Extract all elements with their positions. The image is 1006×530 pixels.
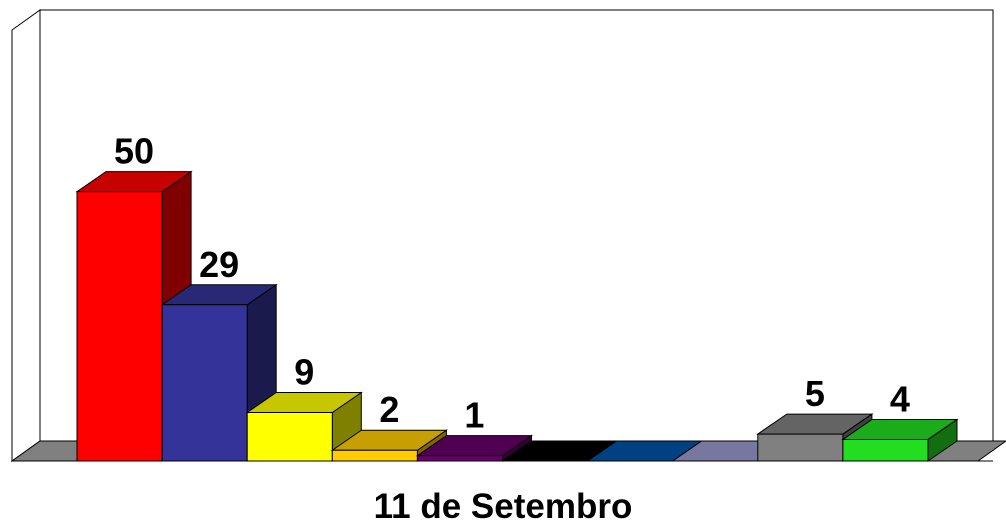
bar-front (416, 455, 503, 462)
data-label: 29 (199, 244, 239, 285)
bar (841, 418, 959, 462)
data-label: 5 (805, 373, 825, 414)
data-label: 2 (379, 389, 399, 430)
bar-front (842, 438, 929, 462)
bar-front (76, 191, 163, 462)
bar-front (331, 449, 418, 462)
bar-front (757, 433, 844, 462)
data-label: 50 (114, 131, 154, 172)
data-label: 1 (464, 395, 484, 436)
data-label: 4 (890, 378, 910, 419)
chart-frame (11, 9, 994, 462)
bar-front (246, 412, 333, 462)
x-axis-label: 11 de Setembro (374, 487, 633, 526)
bar-front (161, 304, 248, 462)
data-label: 9 (294, 352, 314, 393)
